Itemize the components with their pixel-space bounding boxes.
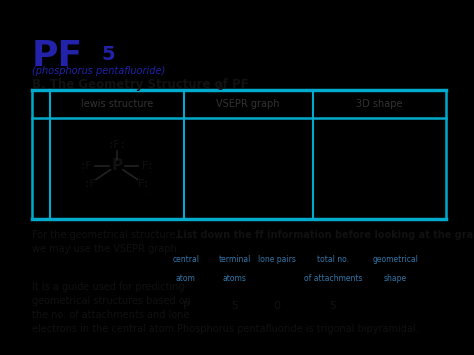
Text: It is a guide used for predicting
geometrical structures based on
the no. of att: It is a guide used for predicting geomet… xyxy=(32,282,191,334)
Text: Phosphorus pentafluoride is trigonal bipyramidal.: Phosphorus pentafluoride is trigonal bip… xyxy=(177,324,419,334)
Text: (phosphorus pentafluoride): (phosphorus pentafluoride) xyxy=(32,66,165,76)
Text: ··: ·· xyxy=(71,170,75,175)
Text: F:: F: xyxy=(137,179,150,189)
Text: :F: :F xyxy=(79,160,92,170)
Text: ··: ·· xyxy=(148,155,152,160)
Text: ··: ·· xyxy=(111,151,115,155)
Text: ··: ·· xyxy=(158,155,163,160)
Text: :F:: :F: xyxy=(107,140,126,150)
Text: ··: ·· xyxy=(118,134,122,139)
Text: atom: atom xyxy=(176,274,196,283)
Text: PF: PF xyxy=(32,39,83,73)
Text: 5: 5 xyxy=(329,301,336,311)
Text: ··: ·· xyxy=(118,151,122,155)
Text: ··: ·· xyxy=(153,175,157,180)
Text: geometrical: geometrical xyxy=(372,255,418,264)
Text: List down the ff information before looking at the graph: List down the ff information before look… xyxy=(177,230,474,240)
Text: terminal: terminal xyxy=(219,255,251,264)
Text: 5: 5 xyxy=(101,45,115,64)
Text: ··: ·· xyxy=(81,192,85,197)
Text: ··: ·· xyxy=(71,155,75,160)
Text: ··: ·· xyxy=(151,192,155,197)
Text: ··: ·· xyxy=(81,170,85,175)
Text: ··: ·· xyxy=(77,175,81,180)
Bar xyxy=(32,89,447,219)
Text: ··: ·· xyxy=(77,187,81,192)
Text: ··: ·· xyxy=(153,187,157,192)
Text: 3D shape: 3D shape xyxy=(356,99,403,109)
Text: shape: shape xyxy=(383,274,407,283)
Text: VSEPR graph: VSEPR graph xyxy=(217,99,280,109)
Text: ··: ·· xyxy=(148,170,152,175)
Text: 5: 5 xyxy=(231,301,238,311)
Text: For the geometrical structure,
we may use the VSEPR graph.: For the geometrical structure, we may us… xyxy=(32,230,180,254)
Text: P: P xyxy=(182,301,189,311)
Text: of attachments: of attachments xyxy=(303,274,362,283)
Text: ··: ·· xyxy=(158,170,163,175)
Text: lewis structure: lewis structure xyxy=(81,99,153,109)
Text: lone pairs: lone pairs xyxy=(258,255,296,264)
Text: 5: 5 xyxy=(218,83,224,92)
Text: 0: 0 xyxy=(273,301,281,311)
Text: total no.: total no. xyxy=(317,255,349,264)
Text: P: P xyxy=(111,158,122,173)
Text: :F: :F xyxy=(83,179,96,189)
Text: F:: F: xyxy=(142,160,154,170)
Text: ··: ·· xyxy=(145,190,149,195)
Text: B. The Geometry Structure of PF: B. The Geometry Structure of PF xyxy=(32,78,249,91)
Text: ··: ·· xyxy=(111,134,115,139)
Text: atoms: atoms xyxy=(223,274,246,283)
Text: central: central xyxy=(172,255,199,264)
Text: ··: ·· xyxy=(81,155,85,160)
Text: ··: ·· xyxy=(88,190,92,195)
